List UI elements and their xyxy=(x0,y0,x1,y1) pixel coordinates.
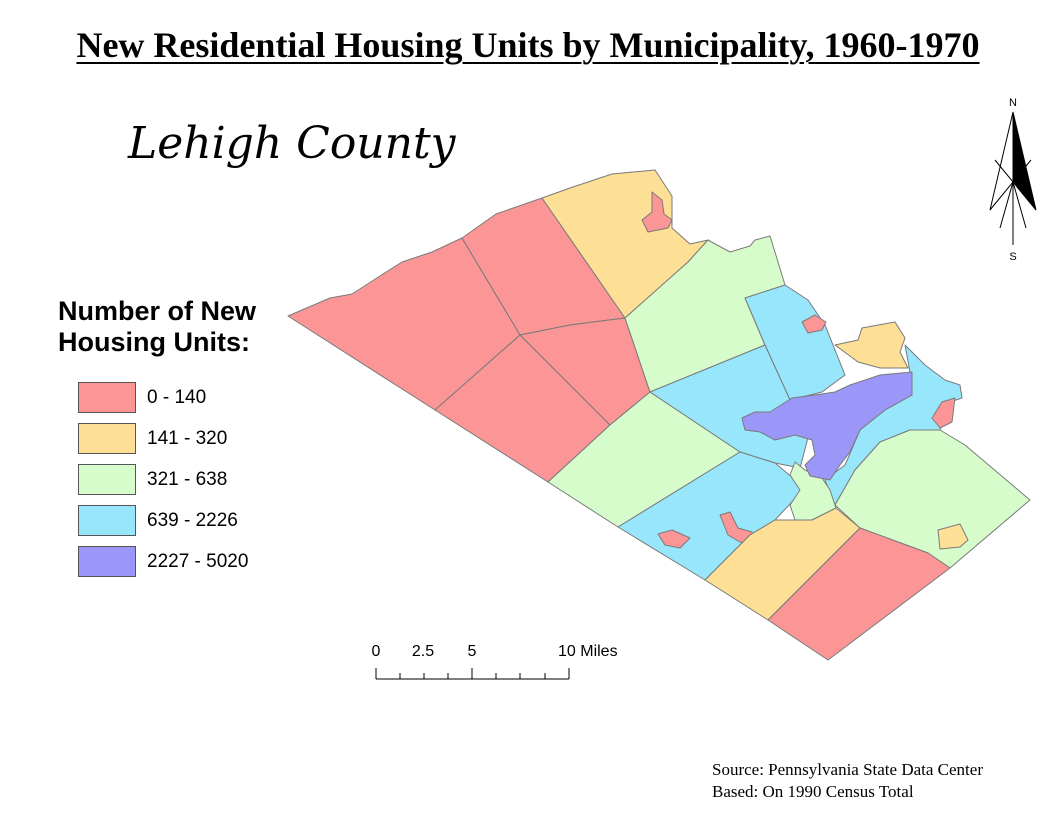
source-note: Source: Pennsylvania State Data Center B… xyxy=(712,759,983,803)
municipality-southeast-borough xyxy=(937,523,969,550)
legend-swatch xyxy=(78,546,136,577)
municipality-borough-1 xyxy=(801,314,827,334)
legend-title: Number of New Housing Units: xyxy=(58,296,318,358)
scale-label-0: 0 xyxy=(372,643,381,660)
legend-label: 2227 - 5020 xyxy=(147,550,249,572)
municipality-north-borough xyxy=(641,191,673,233)
legend-title-line2: Housing Units: xyxy=(58,327,250,357)
municipality-south-0 xyxy=(767,527,951,661)
scale-label-10-miles: 10 Miles xyxy=(558,643,618,660)
north-label: N xyxy=(1009,97,1017,109)
source-line2: Based: On 1990 Census Total xyxy=(712,782,914,801)
map-title: New Residential Housing Units by Municip… xyxy=(76,25,980,65)
legend-item: 2227 - 5020 xyxy=(78,545,248,578)
municipality-borough-5 xyxy=(657,529,691,549)
legend-item: 321 - 638 xyxy=(78,463,248,496)
scale-label-5: 5 xyxy=(468,643,477,660)
north-arrow-icon: N S xyxy=(989,97,1037,263)
scale-bar: 0 2.5 5 10 Miles xyxy=(372,643,618,680)
legend-item: 0 - 140 xyxy=(78,381,248,414)
legend-label: 141 - 320 xyxy=(147,427,228,449)
legend: 0 - 140 141 - 320 321 - 638 639 - 2226 2… xyxy=(78,381,248,586)
south-label: S xyxy=(1009,251,1016,263)
legend-item: 141 - 320 xyxy=(78,422,248,455)
municipality-city xyxy=(741,371,913,481)
legend-label: 0 - 140 xyxy=(147,386,207,408)
legend-swatch xyxy=(78,464,136,495)
scale-label-2-5: 2.5 xyxy=(412,643,434,660)
legend-swatch xyxy=(78,423,136,454)
municipality-borough-3 xyxy=(931,397,956,429)
municipality-borough-2 xyxy=(834,321,909,369)
legend-item: 639 - 2226 xyxy=(78,504,248,537)
legend-swatch xyxy=(78,505,136,536)
county-name: Lehigh County xyxy=(128,118,456,169)
source-line1: Source: Pennsylvania State Data Center xyxy=(712,760,983,779)
legend-label: 321 - 638 xyxy=(147,468,228,490)
legend-swatch xyxy=(78,382,136,413)
legend-title-line1: Number of New xyxy=(58,296,257,326)
legend-label: 639 - 2226 xyxy=(147,509,238,531)
